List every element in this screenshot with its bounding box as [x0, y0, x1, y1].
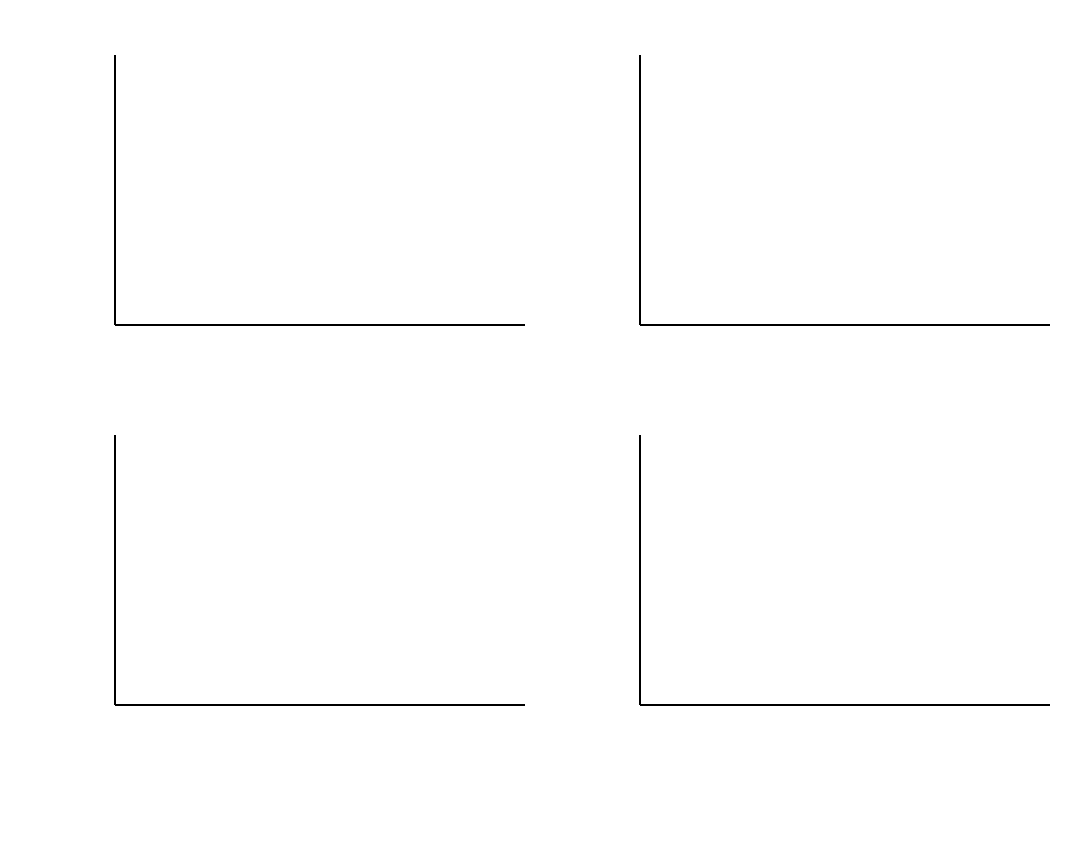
figure: [114, 55, 1050, 706]
